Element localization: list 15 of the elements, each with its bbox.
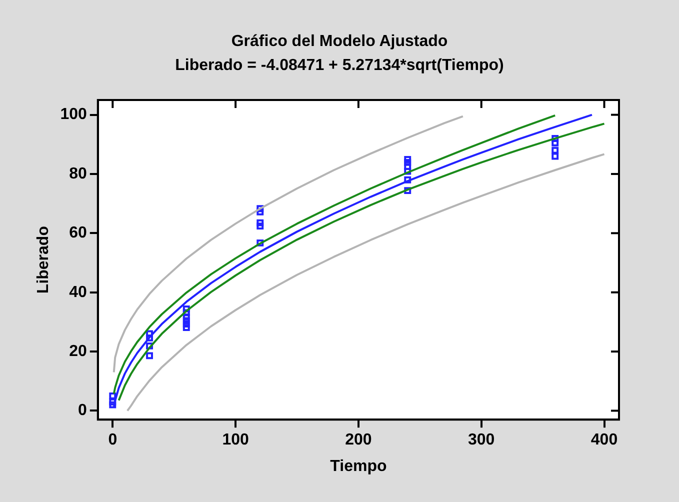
y-tick-label: 0 bbox=[78, 402, 87, 420]
y-tick-label: 100 bbox=[60, 106, 87, 124]
x-tick-label: 300 bbox=[468, 432, 495, 449]
chart-title: Gráfico del Modelo Ajustado bbox=[230, 32, 449, 52]
y-tick-label: 40 bbox=[69, 284, 87, 301]
x-axis-title: Tiempo bbox=[330, 458, 387, 475]
x-tick-label: 400 bbox=[590, 432, 618, 449]
x-tick-label: 200 bbox=[345, 432, 372, 449]
x-tick-label: 100 bbox=[222, 432, 249, 449]
chart-subtitle: Liberado = -4.08471 + 5.27134*sqrt(Tiempo) bbox=[174, 56, 505, 76]
y-tick-label: 80 bbox=[69, 165, 87, 182]
y-tick-label: 60 bbox=[69, 224, 87, 242]
x-tick-label: 0 bbox=[108, 432, 118, 449]
y-tick-label: 20 bbox=[69, 342, 87, 360]
y-axis-title: Liberado bbox=[35, 226, 52, 294]
